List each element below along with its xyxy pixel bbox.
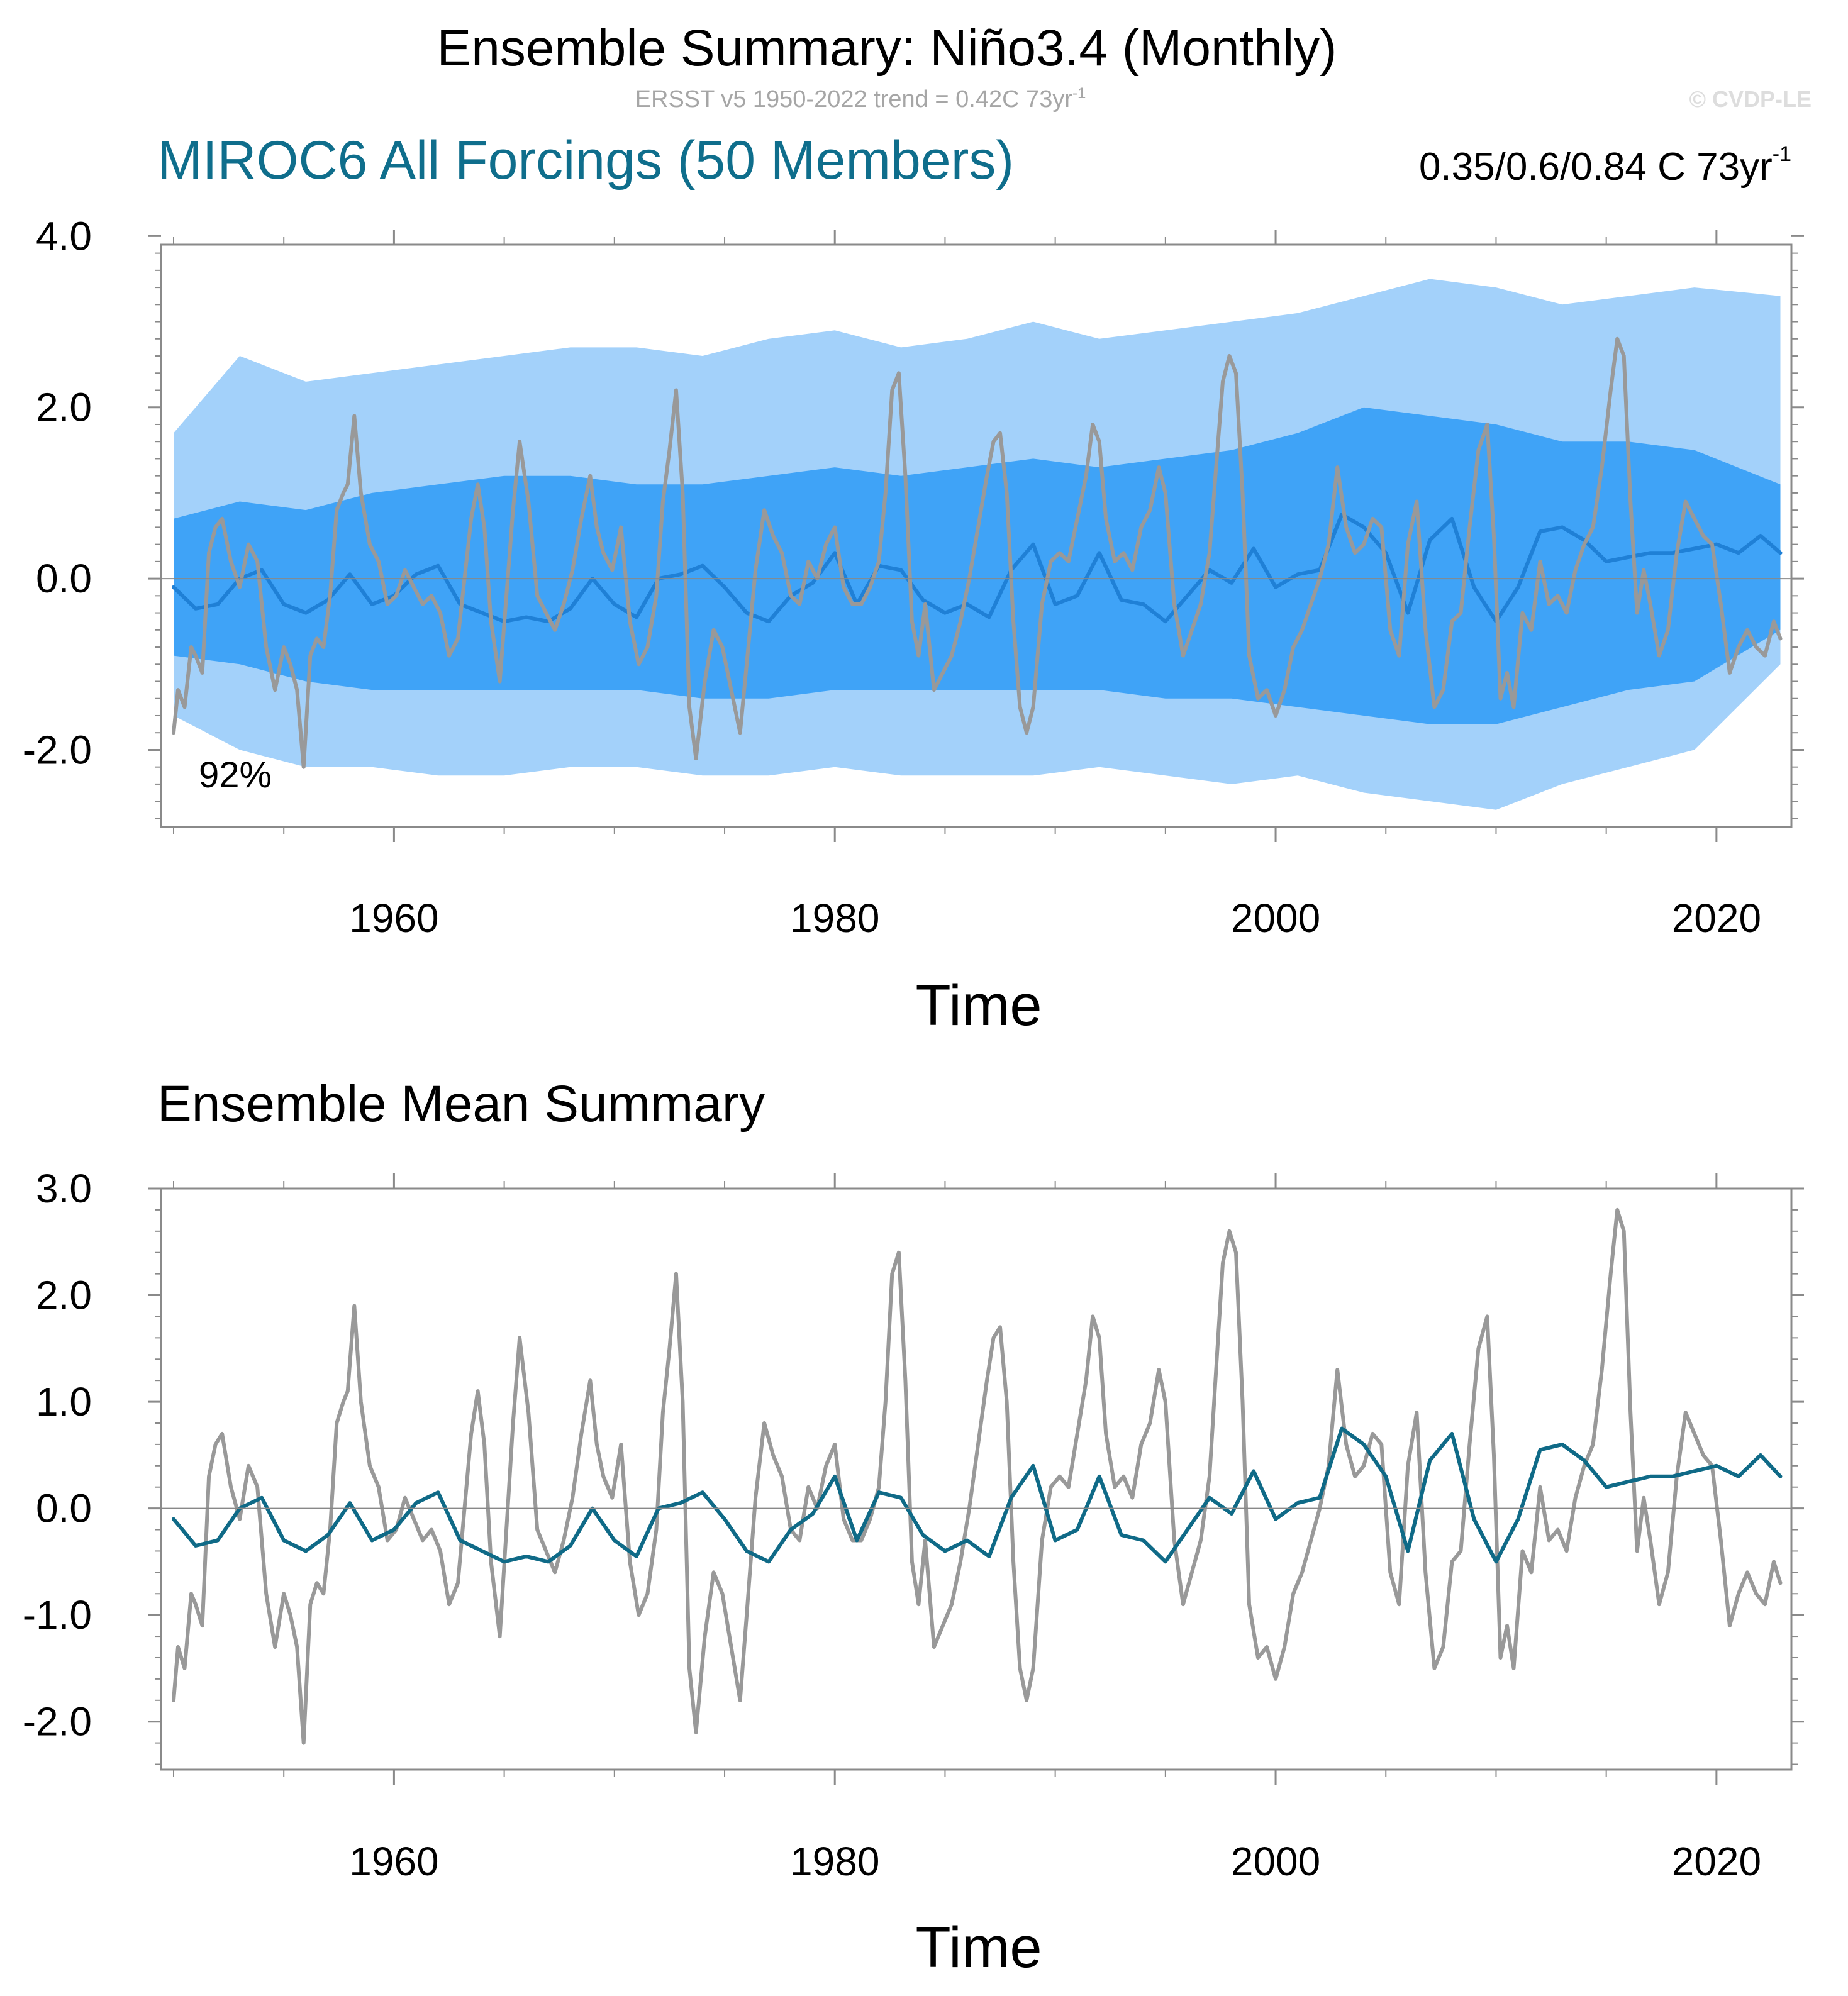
trend-range-text: 0.35/0.6/0.84 C 73yr xyxy=(1419,145,1773,189)
bottom-y-tick-label: 2.0 xyxy=(36,1273,92,1318)
top-panel: 4.0 2.0 0.0 -2.0 1960 1980 2000 2020 92% Time xyxy=(23,213,1804,1038)
ensemble-percent-label: 92% xyxy=(199,755,272,796)
trend-range-label: 0.35/0.6/0.84 C 73yr-1 xyxy=(1419,142,1791,189)
top-x-tick-label: 2000 xyxy=(1231,895,1320,941)
top-y-tick-label: 2.0 xyxy=(36,385,92,430)
top-x-tick-label: 1980 xyxy=(790,895,879,941)
copyright-watermark: © CVDP-LE xyxy=(1689,86,1812,112)
bottom-x-tick-label: 2000 xyxy=(1231,1839,1320,1884)
top-y-tick-label: -2.0 xyxy=(23,727,92,772)
top-x-tick-label: 1960 xyxy=(349,895,438,941)
bottom-y-tick-label: 1.0 xyxy=(36,1379,92,1424)
top-series-ensemble-mean-line xyxy=(172,513,1783,624)
top-x-tick-label: 2020 xyxy=(1672,895,1761,941)
bottom-axes: 3.0 2.0 1.0 0.0 -1.0 -2.0 1960 1980 2000 2020 xyxy=(23,1166,1804,1884)
model-label: MIROC6 All Forcings (50 Members) xyxy=(157,130,1014,191)
top-plot-frame xyxy=(160,243,1793,828)
bottom-x-axis-label: Time xyxy=(915,1916,1042,1980)
subtitle-superscript: -1 xyxy=(1072,85,1086,102)
bottom-y-tick-label: 3.0 xyxy=(36,1166,92,1211)
bottom-panel-title: Ensemble Mean Summary xyxy=(157,1075,765,1133)
top-y-tick-label: 0.0 xyxy=(36,556,92,601)
top-y-tick-label: 4.0 xyxy=(36,213,92,258)
subtitle-text: ERSST v5 1950-2022 trend = 0.42C 73yr xyxy=(635,86,1073,113)
bottom-y-tick-label: -2.0 xyxy=(23,1699,92,1744)
bottom-y-tick-label: 0.0 xyxy=(36,1486,92,1531)
top-plot-area xyxy=(172,279,1783,810)
top-x-axis-label: Time xyxy=(915,973,1042,1038)
figure-title: Ensemble Summary: Niño3.4 (Monthly) xyxy=(437,19,1337,77)
top-axes: 4.0 2.0 0.0 -2.0 1960 1980 2000 2020 xyxy=(23,213,1804,941)
bottom-series-observed-line xyxy=(172,1207,1783,1745)
bottom-x-tick-label: 2020 xyxy=(1672,1839,1761,1884)
bottom-y-tick-label: -1.0 xyxy=(23,1592,92,1638)
bottom-x-tick-label: 1980 xyxy=(790,1839,879,1884)
bottom-x-tick-label: 1960 xyxy=(349,1839,438,1884)
bottom-plot-frame xyxy=(160,1187,1793,1771)
figure-subtitle: ERSST v5 1950-2022 trend = 0.42C 73yr-1 xyxy=(635,85,1086,113)
bottom-plot-area xyxy=(172,1207,1783,1745)
top-series-observed-line xyxy=(172,336,1783,769)
bottom-panel: Ensemble Mean Summary 3.0 2.0 1.0 0.0 -1.0 -2… xyxy=(23,1075,1804,1980)
bottom-series-ensemble-mean-line xyxy=(172,1426,1783,1564)
top-series-ensemble-inner-band xyxy=(174,407,1781,724)
trend-range-superscript: -1 xyxy=(1773,142,1791,166)
